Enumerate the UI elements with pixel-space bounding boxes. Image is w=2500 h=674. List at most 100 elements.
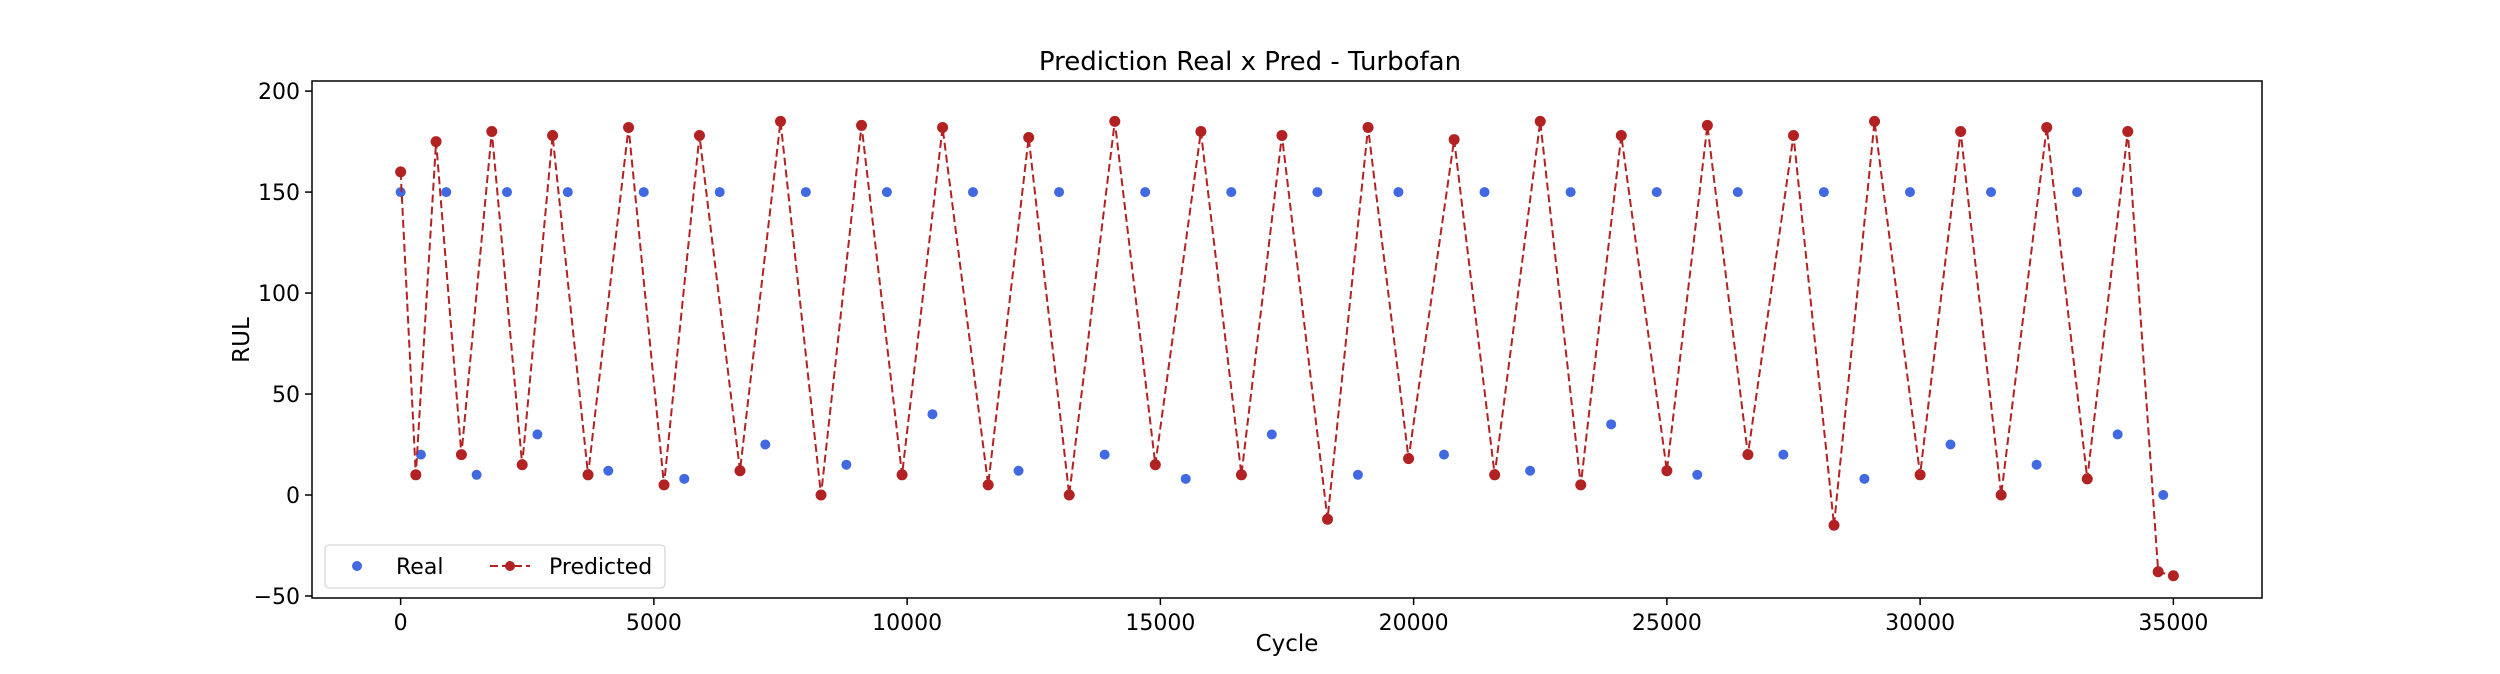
data-point [1140, 187, 1151, 198]
y-tick-label: −50 [254, 585, 300, 610]
data-point [1534, 115, 1546, 127]
data-point [471, 469, 482, 480]
data-point [562, 187, 573, 198]
data-point [1818, 187, 1829, 198]
data-point [2167, 570, 2179, 582]
data-point [1701, 119, 1713, 131]
data-point [1393, 187, 1404, 198]
x-tick-label: 15000 [1125, 611, 1195, 636]
data-point [658, 479, 670, 491]
data-point [1439, 449, 1450, 460]
data-point [1914, 469, 1926, 481]
x-tick-label: 5000 [626, 611, 682, 636]
data-point [486, 125, 498, 137]
data-point [734, 465, 746, 477]
data-point [856, 119, 868, 131]
data-point [693, 130, 705, 142]
y-axis-label: RUL [229, 317, 255, 363]
data-point [395, 187, 406, 198]
data-point [415, 449, 426, 460]
legend-predicted-label: Predicted [549, 555, 652, 580]
data-point [982, 479, 994, 491]
series-line [399, 121, 2174, 577]
plot-frame [311, 80, 2263, 599]
data-point [1489, 469, 1501, 481]
data-point [679, 473, 690, 484]
data-point [1778, 449, 1789, 460]
data-point [1362, 121, 1374, 133]
series-real [395, 187, 2169, 501]
y-tick-label: 0 [286, 484, 300, 509]
data-point [2031, 459, 2042, 470]
data-point [1995, 489, 2007, 501]
data-point [1276, 130, 1288, 142]
data-point [881, 187, 892, 198]
data-point [1180, 473, 1191, 484]
data-point [1692, 469, 1703, 480]
data-point [1266, 429, 1277, 440]
data-point [1099, 449, 1110, 460]
data-point [1312, 187, 1323, 198]
data-point [1448, 134, 1460, 146]
data-point [532, 429, 543, 440]
data-point [714, 187, 725, 198]
data-point [927, 409, 938, 420]
data-point [2152, 566, 2164, 578]
x-tick-label: 30000 [1885, 611, 1955, 636]
data-point [800, 187, 811, 198]
data-point [2158, 490, 2169, 501]
data-point [1606, 419, 1617, 430]
data-point [582, 469, 594, 481]
data-point [1986, 187, 1997, 198]
data-point [1651, 187, 1662, 198]
data-point [455, 449, 467, 461]
data-point [896, 469, 908, 481]
chart-title: Prediction Real x Pred - Turbofan [1039, 47, 1461, 77]
data-point [2122, 125, 2134, 137]
data-point [815, 489, 827, 501]
data-point [1787, 130, 1799, 142]
data-point [1859, 473, 1870, 484]
legend-real-marker [352, 561, 362, 571]
data-point [841, 459, 852, 470]
data-point [502, 187, 512, 198]
data-point [1479, 187, 1490, 198]
data-point [395, 166, 407, 178]
x-tick-label: 20000 [1379, 611, 1449, 636]
data-point [1013, 465, 1024, 476]
x-tick-label: 25000 [1632, 611, 1702, 636]
series-predicted [395, 115, 2179, 582]
data-point [1869, 115, 1881, 127]
data-point [1195, 125, 1207, 137]
data-point [1322, 513, 1334, 525]
data-point [1945, 439, 1956, 450]
y-tick-label: 200 [258, 80, 300, 105]
data-point [760, 439, 771, 450]
legend-real-label: Real [396, 555, 443, 580]
data-point [1063, 489, 1075, 501]
data-point [623, 121, 635, 133]
x-tick-label: 10000 [872, 611, 942, 636]
data-point [1615, 130, 1627, 142]
data-point [1828, 519, 1840, 531]
data-point [1525, 465, 1536, 476]
data-point [1235, 469, 1247, 481]
data-point [516, 459, 528, 471]
data-point [1904, 187, 1915, 198]
data-point [937, 121, 949, 133]
x-tick-label: 35000 [2138, 611, 2208, 636]
y-tick-label: 150 [258, 181, 300, 206]
data-point [1565, 187, 1576, 198]
data-point [2041, 121, 2053, 133]
data-point [1732, 187, 1743, 198]
data-point [967, 187, 978, 198]
legend-predicted-marker [505, 561, 515, 571]
data-point [1955, 125, 1967, 137]
data-point [638, 187, 649, 198]
legend: Real Predicted [324, 544, 666, 589]
data-point [441, 187, 452, 198]
data-point [1403, 453, 1415, 465]
data-point [603, 465, 614, 476]
data-point [1023, 132, 1035, 144]
